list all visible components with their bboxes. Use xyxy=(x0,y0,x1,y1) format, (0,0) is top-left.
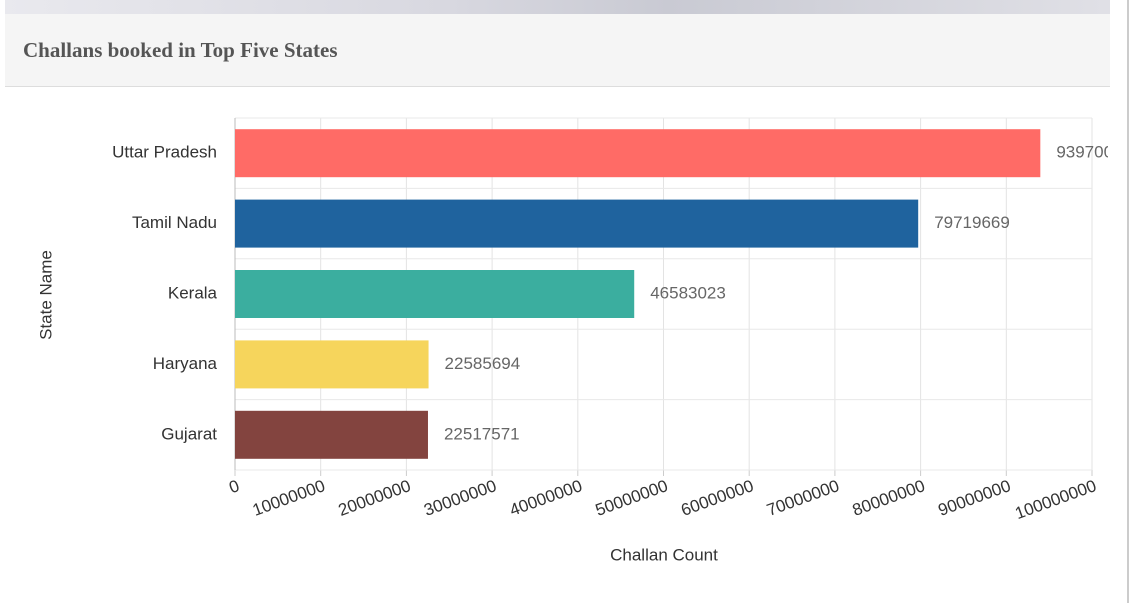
y-axis-label: State Name xyxy=(36,250,55,340)
x-tick-label: 100000000 xyxy=(1012,476,1098,523)
value-label: 93970000 xyxy=(1056,143,1108,162)
bar xyxy=(235,340,429,389)
value-label: 22585694 xyxy=(445,354,521,373)
x-tick-label: 20000000 xyxy=(336,476,414,520)
top-strip xyxy=(5,0,1110,14)
x-axis-label: Challan Count xyxy=(610,545,718,564)
value-label: 79719669 xyxy=(934,213,1010,232)
x-tick-label: 40000000 xyxy=(507,476,585,520)
x-tick-label: 0 xyxy=(227,476,242,497)
x-tick-label: 60000000 xyxy=(679,476,757,520)
y-tick-label: Gujarat xyxy=(161,424,217,443)
x-tick-label: 80000000 xyxy=(850,476,928,520)
y-tick-label: Uttar Pradesh xyxy=(112,143,217,162)
y-tick-label: Haryana xyxy=(153,354,218,373)
y-tick-label: Tamil Nadu xyxy=(132,213,217,232)
chart: Challan Count State Name 0 10000000 200000… xyxy=(36,117,1108,564)
x-tick-label: 50000000 xyxy=(593,476,671,520)
value-label: 22517571 xyxy=(444,424,520,443)
x-tick-label: 30000000 xyxy=(421,476,499,520)
value-label: 46583023 xyxy=(650,283,726,302)
x-tick-label: 10000000 xyxy=(250,476,328,520)
panel-header: Challans booked in Top Five States xyxy=(5,14,1110,87)
bar xyxy=(235,129,1041,178)
x-tick-label: 90000000 xyxy=(936,476,1014,520)
bar xyxy=(235,199,919,248)
x-tick-label: 70000000 xyxy=(764,476,842,520)
window-edge xyxy=(1127,0,1129,603)
chart-title: Challans booked in Top Five States xyxy=(23,38,338,62)
y-tick-label: Kerala xyxy=(168,283,218,302)
bar xyxy=(235,410,428,459)
bar xyxy=(235,270,635,318)
